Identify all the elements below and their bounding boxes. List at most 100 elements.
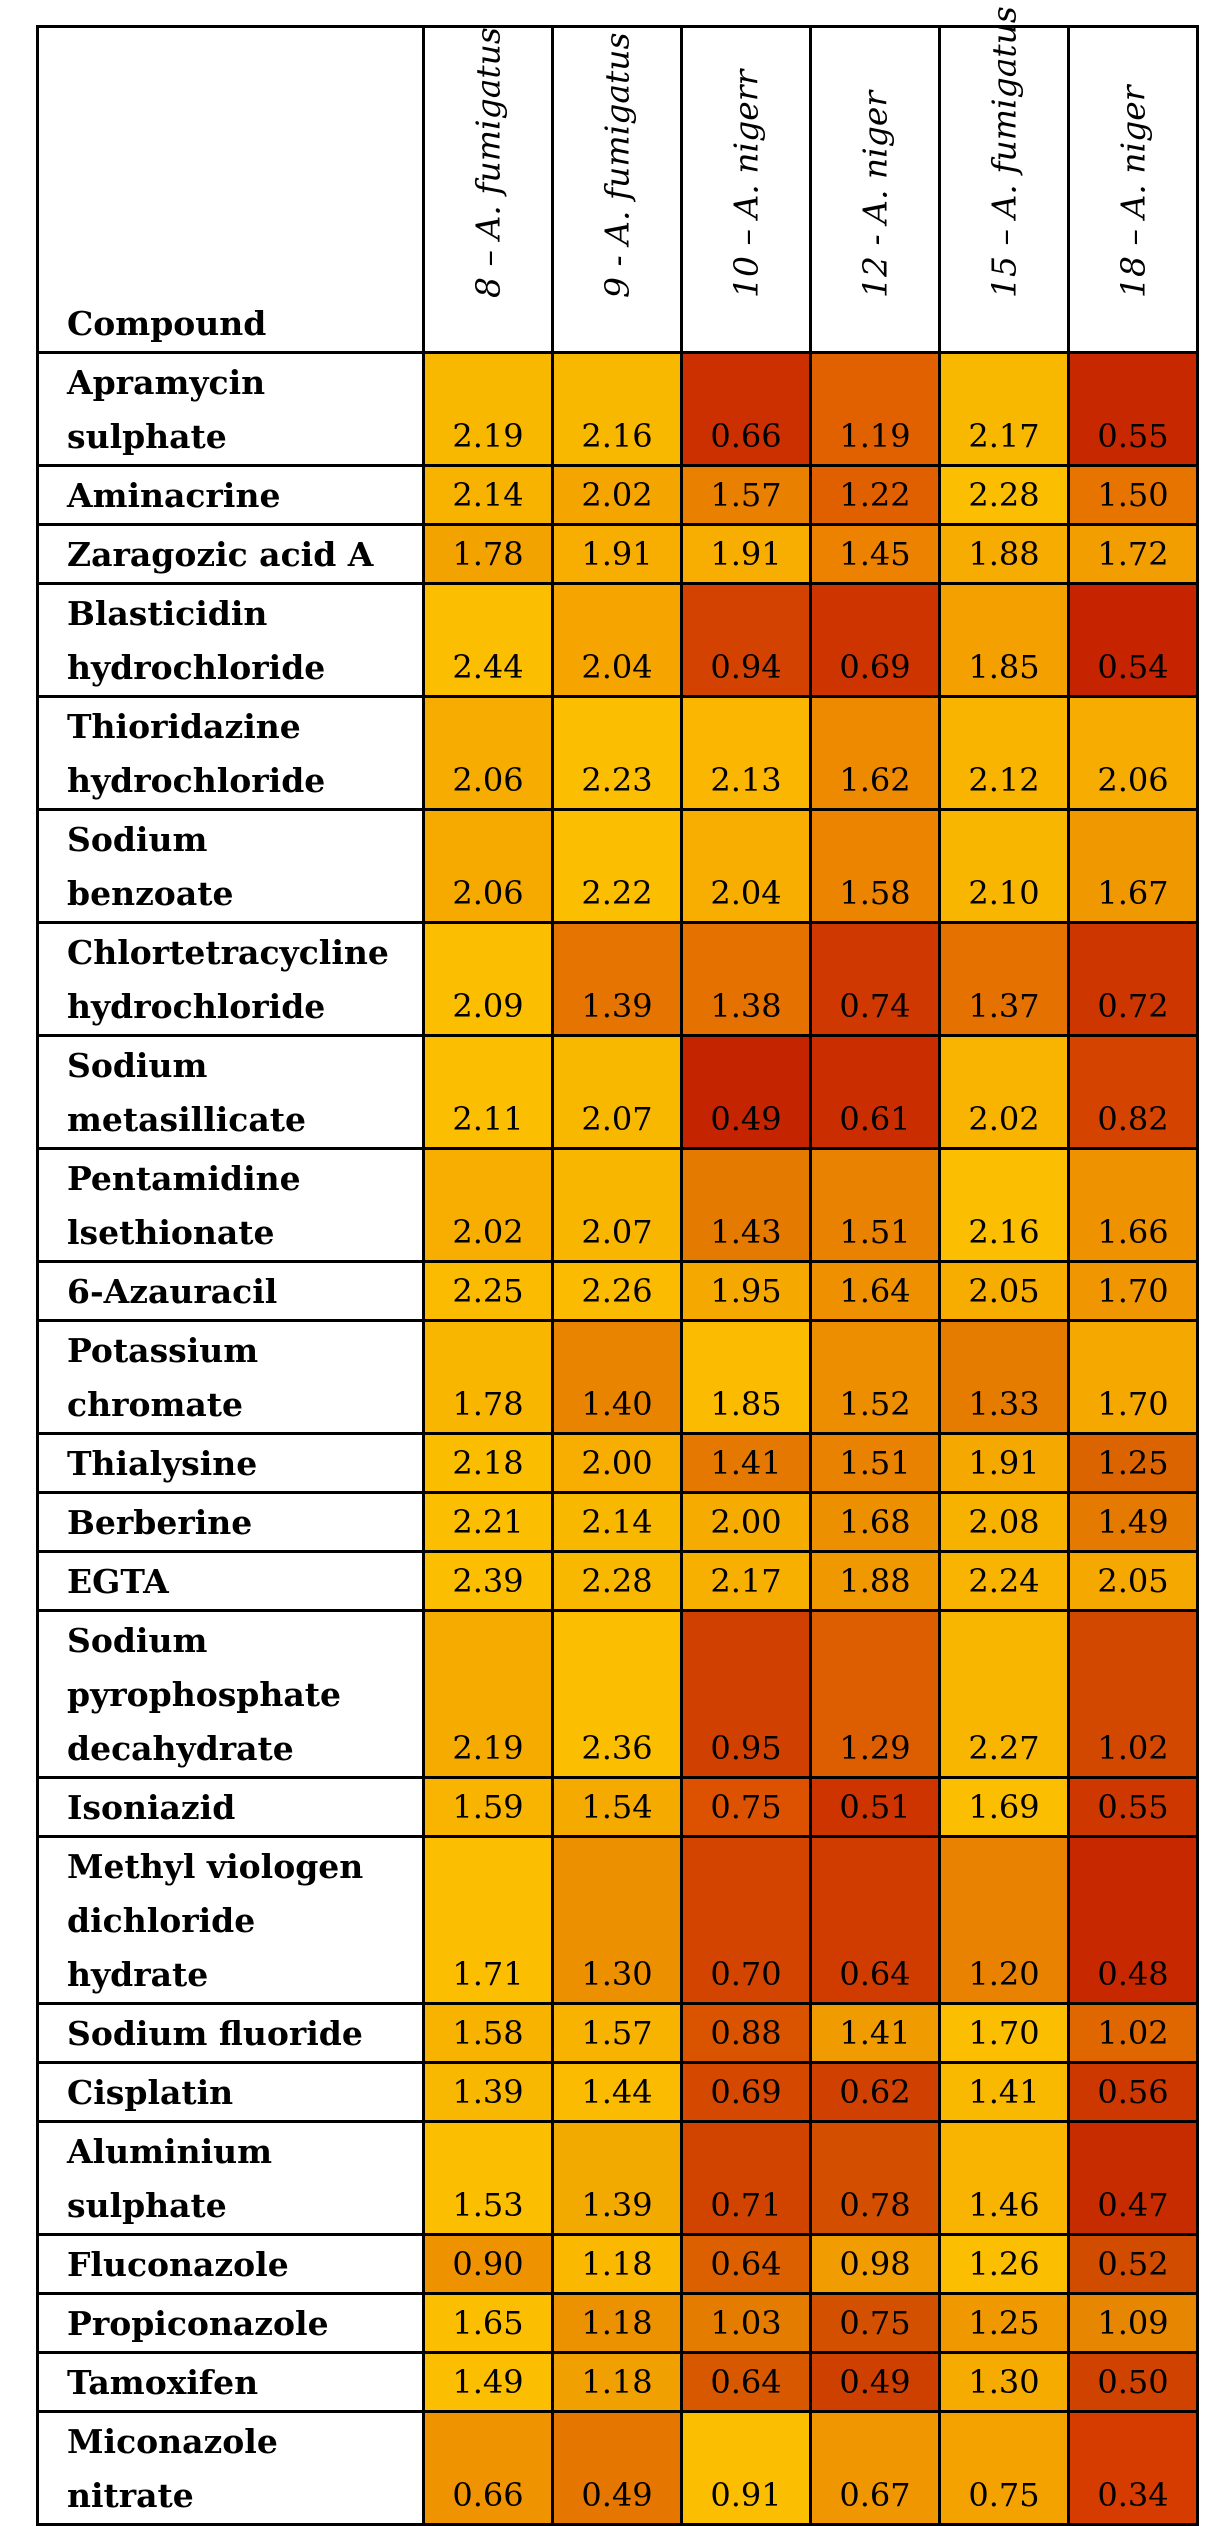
value-cell: 2.21 [422, 1491, 554, 1553]
value-cell: 0.55 [1067, 1776, 1199, 1838]
value-cell: 2.14 [422, 464, 554, 526]
header-row: Compound 8 – A. fumigatus 9 - A. fumigatu… [36, 6, 1199, 354]
compound-name-cell: Sodium fluoride [36, 2002, 425, 2064]
table-row: Chlortetracycline hydrochloride 2.09 1.39 1.… [36, 921, 1199, 1037]
value-cell: 1.59 [422, 1776, 554, 1838]
table-row: Thialysine 2.18 2.00 1.41 1.51 1.91 1.25 [36, 1432, 1199, 1494]
value-cell: 2.16 [551, 351, 683, 467]
value-cell: 1.20 [938, 1835, 1070, 2005]
compound-name-line: EGTA [67, 1562, 169, 1601]
value-cell: 0.67 [809, 2410, 941, 2526]
value-cell: 2.27 [938, 1609, 1070, 1779]
value-cell: 0.69 [680, 2061, 812, 2123]
compound-name-cell: Potassium chromate [36, 1319, 425, 1435]
value-cell: 1.65 [422, 2292, 554, 2354]
value-cell: 0.94 [680, 582, 812, 698]
value-cell: 0.82 [1067, 1034, 1199, 1150]
compound-name-line: Propiconazole [67, 2304, 329, 2343]
strain-label: 10 – A. nigerr [726, 69, 766, 298]
compound-name-cell: EGTA [36, 1550, 425, 1612]
compound-name-cell: Fluconazole [36, 2233, 425, 2295]
value-cell: 1.91 [938, 1432, 1070, 1494]
value-cell: 1.58 [422, 2002, 554, 2064]
value-cell: 2.39 [422, 1550, 554, 1612]
value-cell: 1.51 [809, 1147, 941, 1263]
compound-name-cell: Sodium metasillicate [36, 1034, 425, 1150]
compound-name-line: sulphate [67, 2186, 227, 2225]
value-cell: 1.49 [1067, 1491, 1199, 1553]
table-row: 6-Azauracil 2.25 2.26 1.95 1.64 2.05 1.70 [36, 1260, 1199, 1322]
value-cell: 1.45 [809, 523, 941, 585]
compound-name-cell: Cisplatin [36, 2061, 425, 2123]
value-cell: 0.75 [680, 1776, 812, 1838]
table-body: Apramycin sulphate 2.19 2.16 0.66 1.19 2.17 0.5… [36, 351, 1199, 2526]
table-row: Thioridazine hydrochloride 2.06 2.23 2.13 1.6… [36, 695, 1199, 811]
value-cell: 1.25 [938, 2292, 1070, 2354]
value-cell: 1.54 [551, 1776, 683, 1838]
table-row: Sodium fluoride 1.58 1.57 0.88 1.41 1.70 1.02 [36, 2002, 1199, 2064]
value-cell: 2.18 [422, 1432, 554, 1494]
compound-name-cell: Thioridazine hydrochloride [36, 695, 425, 811]
value-cell: 1.70 [1067, 1260, 1199, 1322]
value-cell: 0.49 [551, 2410, 683, 2526]
strain-column-header: 9 - A. fumigatus [551, 25, 683, 354]
value-cell: 1.53 [422, 2120, 554, 2236]
compound-name-line: nitrate [67, 2476, 194, 2515]
value-cell: 2.25 [422, 1260, 554, 1322]
compound-name-line: 6-Azauracil [67, 1272, 278, 1311]
value-cell: 0.91 [680, 2410, 812, 2526]
value-cell: 2.23 [551, 695, 683, 811]
value-cell: 2.26 [551, 1260, 683, 1322]
value-cell: 2.22 [551, 808, 683, 924]
compound-name-line: Chlortetracycline [67, 933, 389, 972]
table-row: Tamoxifen 1.49 1.18 0.64 0.49 1.30 0.50 [36, 2351, 1199, 2413]
compound-name-cell: Aminacrine [36, 464, 425, 526]
compound-name-line: hydrate [67, 1955, 209, 1994]
value-cell: 2.19 [422, 1609, 554, 1779]
compound-name-line: lsethionate [67, 1213, 275, 1252]
compound-name-cell: Pentamidine lsethionate [36, 1147, 425, 1263]
value-cell: 2.24 [938, 1550, 1070, 1612]
value-cell: 1.58 [809, 808, 941, 924]
compound-name-line: hydrochloride [67, 648, 326, 687]
value-cell: 1.57 [551, 2002, 683, 2064]
strain-column-header: 15 – A. fumigatus [938, 6, 1070, 354]
value-cell: 2.06 [1067, 695, 1199, 811]
value-cell: 1.78 [422, 1319, 554, 1435]
value-cell: 2.04 [551, 582, 683, 698]
value-cell: 1.09 [1067, 2292, 1199, 2354]
strain-label: 18 – A. niger [1113, 85, 1153, 298]
table-row: Zaragozic acid A 1.78 1.91 1.91 1.45 1.88 1.72 [36, 523, 1199, 585]
value-cell: 1.41 [809, 2002, 941, 2064]
value-cell: 2.05 [938, 1260, 1070, 1322]
value-cell: 1.70 [1067, 1319, 1199, 1435]
compound-name-line: Miconazole [67, 2422, 278, 2461]
compound-name-line: Isoniazid [67, 1788, 236, 1827]
value-cell: 0.55 [1067, 351, 1199, 467]
strain-label: 9 - A. fumigatus [597, 32, 637, 299]
compound-name-line: Tamoxifen [67, 2363, 259, 2402]
compound-name-cell: Thialysine [36, 1432, 425, 1494]
compound-name-line: Blasticidin [67, 594, 268, 633]
compound-name-line: Aluminium [67, 2132, 273, 2171]
value-cell: 2.19 [422, 351, 554, 467]
value-cell: 0.74 [809, 921, 941, 1037]
value-cell: 0.62 [809, 2061, 941, 2123]
table-row: Propiconazole 1.65 1.18 1.03 0.75 1.25 1.09 [36, 2292, 1199, 2354]
compound-name-line: dichloride [67, 1901, 256, 1940]
compound-name-cell: Isoniazid [36, 1776, 425, 1838]
value-cell: 0.88 [680, 2002, 812, 2064]
compound-name-cell: Chlortetracycline hydrochloride [36, 921, 425, 1037]
value-cell: 1.37 [938, 921, 1070, 1037]
strain-column-header: 8 – A. fumigatus [422, 25, 554, 354]
value-cell: 1.25 [1067, 1432, 1199, 1494]
value-cell: 1.39 [551, 921, 683, 1037]
strain-label: 8 – A. fumigatus [468, 27, 508, 298]
table-row: Sodium metasillicate 2.11 2.07 0.49 0.61 2.02 0… [36, 1034, 1199, 1150]
value-cell: 0.70 [680, 1835, 812, 2005]
compound-name-line: Sodium [67, 1046, 208, 1085]
compound-name-line: Sodium [67, 820, 208, 859]
compound-name-cell: Zaragozic acid A [36, 523, 425, 585]
value-cell: 0.49 [680, 1034, 812, 1150]
compound-name-line: decahydrate [67, 1729, 294, 1768]
